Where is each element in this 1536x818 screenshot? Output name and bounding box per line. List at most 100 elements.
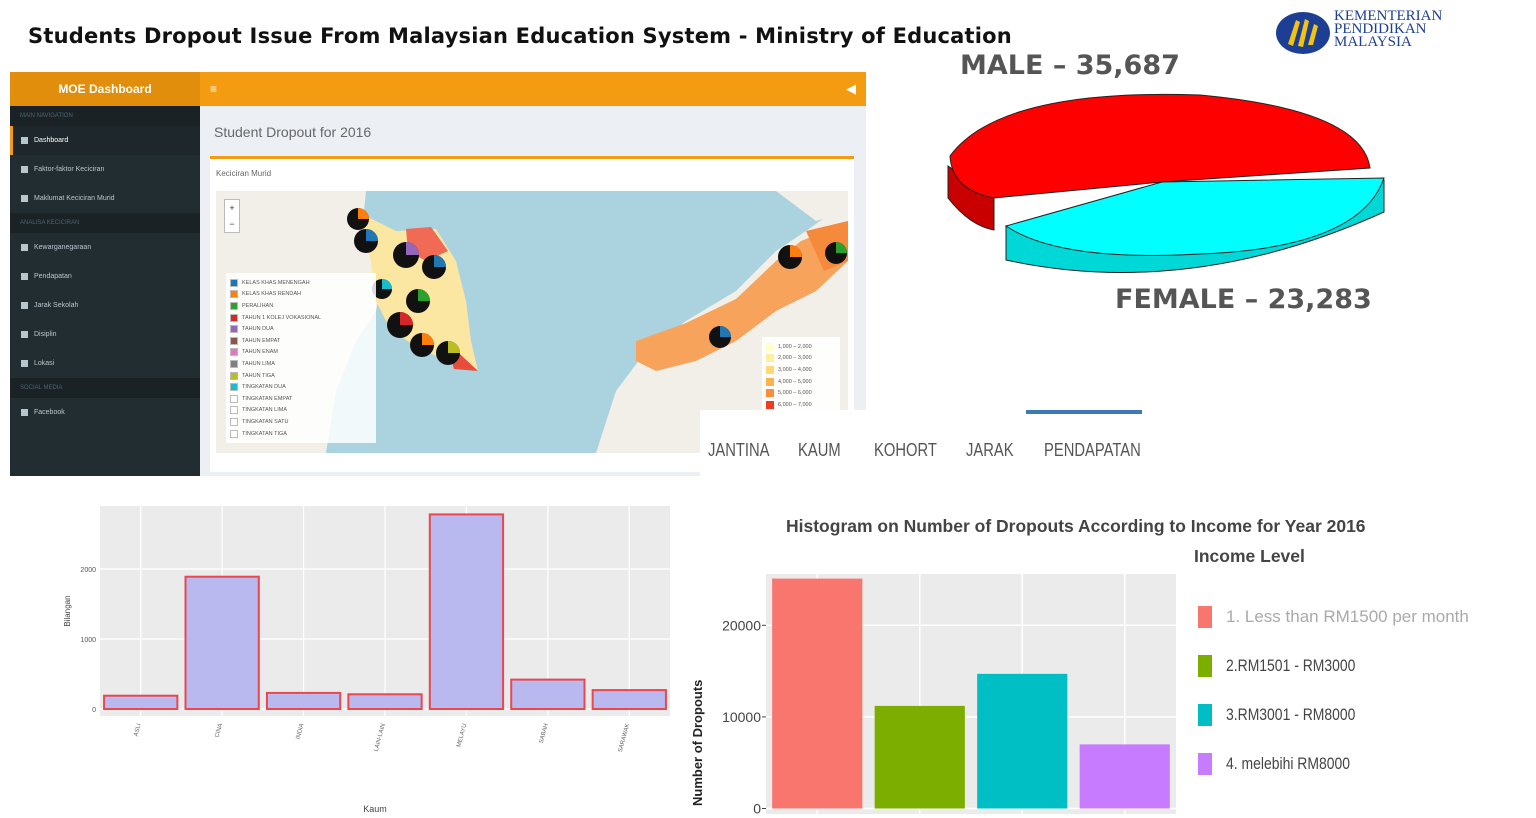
map-icon [21, 302, 28, 309]
race-bar-chart: 0 1000 2000 ASLI CINA INDIA LAIN-LAIN MELAYU SAB… [63, 506, 670, 814]
legend-item: KELAS KHAS MENENGAH [230, 277, 372, 289]
hamburger-icon[interactable]: ≡ [210, 82, 218, 96]
legend-label: 1. Less than RM1500 per month [1226, 607, 1469, 626]
pie-slice-male-side [947, 165, 995, 231]
scale-item: 3,000 – 4,000 [766, 364, 836, 376]
y-axis-label: Bilangan [63, 595, 72, 626]
ministry-logo: KEMENTERIAN PENDIDIKAN MALAYSIA [1272, 6, 1462, 58]
legend-swatch [1198, 753, 1212, 775]
legend-swatch [1198, 606, 1212, 628]
legend-swatch [230, 429, 238, 438]
ministry-name: KEMENTERIAN PENDIDIKAN MALAYSIA [1334, 9, 1442, 50]
legend-label: KELAS KHAS MENENGAH [242, 279, 310, 286]
legend-item: TINGKATAN DUA [230, 381, 372, 393]
x-tick-label: CINA [215, 723, 225, 738]
ministry-name-line3: MALAYSIA [1334, 34, 1412, 50]
legend-swatch [230, 359, 238, 368]
sidebar-item-facebook[interactable]: Facebook [10, 398, 200, 427]
legend-label: TAHUN ENAM [242, 349, 278, 356]
histogram-legend-item: 4. melebihi RM8000 [1198, 752, 1377, 776]
legend-item: TAHUN EMPAT [230, 335, 372, 347]
legend-label: TINGKATAN LIMA [242, 407, 288, 414]
tab-kohort[interactable]: KOHORT [874, 440, 937, 460]
legend-swatch [1198, 655, 1212, 677]
sidebar-item-dashboard[interactable]: Dashboard [10, 126, 200, 155]
bar [184, 575, 260, 710]
x-tick-label: MELAYU [456, 723, 468, 748]
legend-label: TAHUN 1 KOLEJ VOKASIONAL [242, 314, 322, 321]
pie-slice-male [949, 93, 1371, 199]
x-axis-label: Kaum [363, 804, 387, 814]
y-tick-label: 20000 [722, 617, 761, 633]
scale-swatch [766, 400, 774, 409]
sidebar-section-header: MAIN NAVIGATION [10, 106, 200, 126]
sidebar-item-label: Pendapatan [34, 273, 72, 280]
dropout-map[interactable]: + − KELAS KHAS MENENGAH KELAS KHAS RENDA… [216, 191, 848, 453]
income-histogram: 0 10000 20000 [722, 574, 1176, 817]
scale-item: 2,000 – 3,000 [766, 353, 836, 365]
y-tick-label: 1000 [80, 637, 96, 644]
map-icon [21, 360, 28, 367]
map-pie-markers [347, 208, 847, 365]
histogram-legend-item: 1. Less than RM1500 per month [1198, 605, 1469, 629]
scale-swatch [766, 354, 774, 363]
scale-item: 1,000 – 2,000 [766, 341, 836, 353]
y-tick-label: 0 [92, 707, 96, 714]
x-tick-label: SARAWAK [618, 723, 631, 753]
histogram-legend-item: 3.RM3001 - RM8000 [1198, 703, 1384, 727]
histogram-title: Histogram on Number of Dropouts Accordin… [786, 516, 1366, 536]
legend-item: TINGKATAN EMPAT [230, 393, 372, 405]
legend-label: 2.RM1501 - RM3000 [1226, 656, 1356, 675]
dashboard-sidebar: MAIN NAVIGATION Dashboard Faktor-faktor … [10, 106, 200, 476]
sidebar-item-label: Maklumat Keciciran Murid [34, 195, 115, 202]
scale-swatch [766, 377, 774, 386]
bar [103, 694, 179, 710]
sidebar-item-faktor[interactable]: Faktor-faktor Keciciran [10, 155, 200, 184]
legend-label: 4. melebihi RM8000 [1226, 754, 1350, 773]
tab-jarak[interactable]: JARAK [966, 440, 1014, 460]
legend-label: 3.RM3001 - RM8000 [1226, 705, 1356, 724]
bar [591, 689, 667, 711]
table-icon [21, 195, 28, 202]
legend-item: PERALIHAN [230, 300, 372, 312]
legend-label: TINGKATAN SATU [242, 418, 289, 425]
analysis-tabs: JANTINA KAUM KOHORT JARAK PENDAPATAN [700, 410, 1460, 486]
map-zoom-control[interactable]: + − [224, 199, 240, 233]
sidebar-item-kewarganegaraan[interactable]: Kewarganegaraan [10, 233, 200, 262]
sidebar-item-label: Faktor-faktor Keciciran [34, 166, 105, 173]
tab-pendapatan[interactable]: PENDAPATAN [1044, 440, 1141, 460]
zoom-out-button[interactable]: − [229, 219, 235, 229]
sidebar-item-jarak-sekolah[interactable]: Jarak Sekolah [10, 291, 200, 320]
y-tick-label: 2000 [80, 567, 96, 574]
histogram-legend-item: 2.RM1501 - RM3000 [1198, 654, 1384, 678]
legend-label: TINGKATAN DUA [242, 384, 286, 391]
list-icon [21, 273, 28, 280]
sidebar-item-label: Kewarganegaraan [34, 244, 92, 251]
legend-swatch [1198, 704, 1212, 726]
sidebar-item-disiplin[interactable]: Disiplin [10, 320, 200, 349]
male-count-label: MALE – 35,687 [960, 50, 1180, 81]
sidebar-item-lokasi[interactable]: Lokasi [10, 349, 200, 378]
speaker-icon[interactable]: ◀ [846, 81, 856, 96]
sidebar-item-maklumat[interactable]: Maklumat Keciciran Murid [10, 184, 200, 213]
scale-swatch [766, 389, 774, 398]
tab-jantina[interactable]: JANTINA [708, 440, 770, 460]
pie-slice-female [1004, 177, 1385, 256]
sidebar-item-label: Lokasi [34, 360, 55, 367]
tab-kaum[interactable]: KAUM [798, 440, 841, 460]
legend-item: TINGKATAN TIGA [230, 428, 372, 440]
sidebar-item-pendapatan[interactable]: Pendapatan [10, 262, 200, 291]
bar [428, 513, 505, 711]
legend-swatch [230, 278, 238, 287]
scale-label: 4,000 – 5,000 [778, 378, 812, 385]
y-tick-label: 10000 [722, 709, 761, 725]
histogram-y-axis-label: Number of Dropouts [690, 679, 705, 806]
home-icon [21, 137, 28, 144]
zoom-in-button[interactable]: + [229, 203, 235, 213]
legend-swatch [230, 301, 238, 310]
gender-pie-chart [947, 93, 1385, 273]
x-tick-label: ASLI [133, 723, 142, 737]
legend-label: TINGKATAN EMPAT [242, 395, 293, 402]
dashboard-logo[interactable]: MOE Dashboard [10, 72, 200, 106]
page-title: Students Dropout Issue From Malaysian Ed… [28, 24, 1012, 48]
